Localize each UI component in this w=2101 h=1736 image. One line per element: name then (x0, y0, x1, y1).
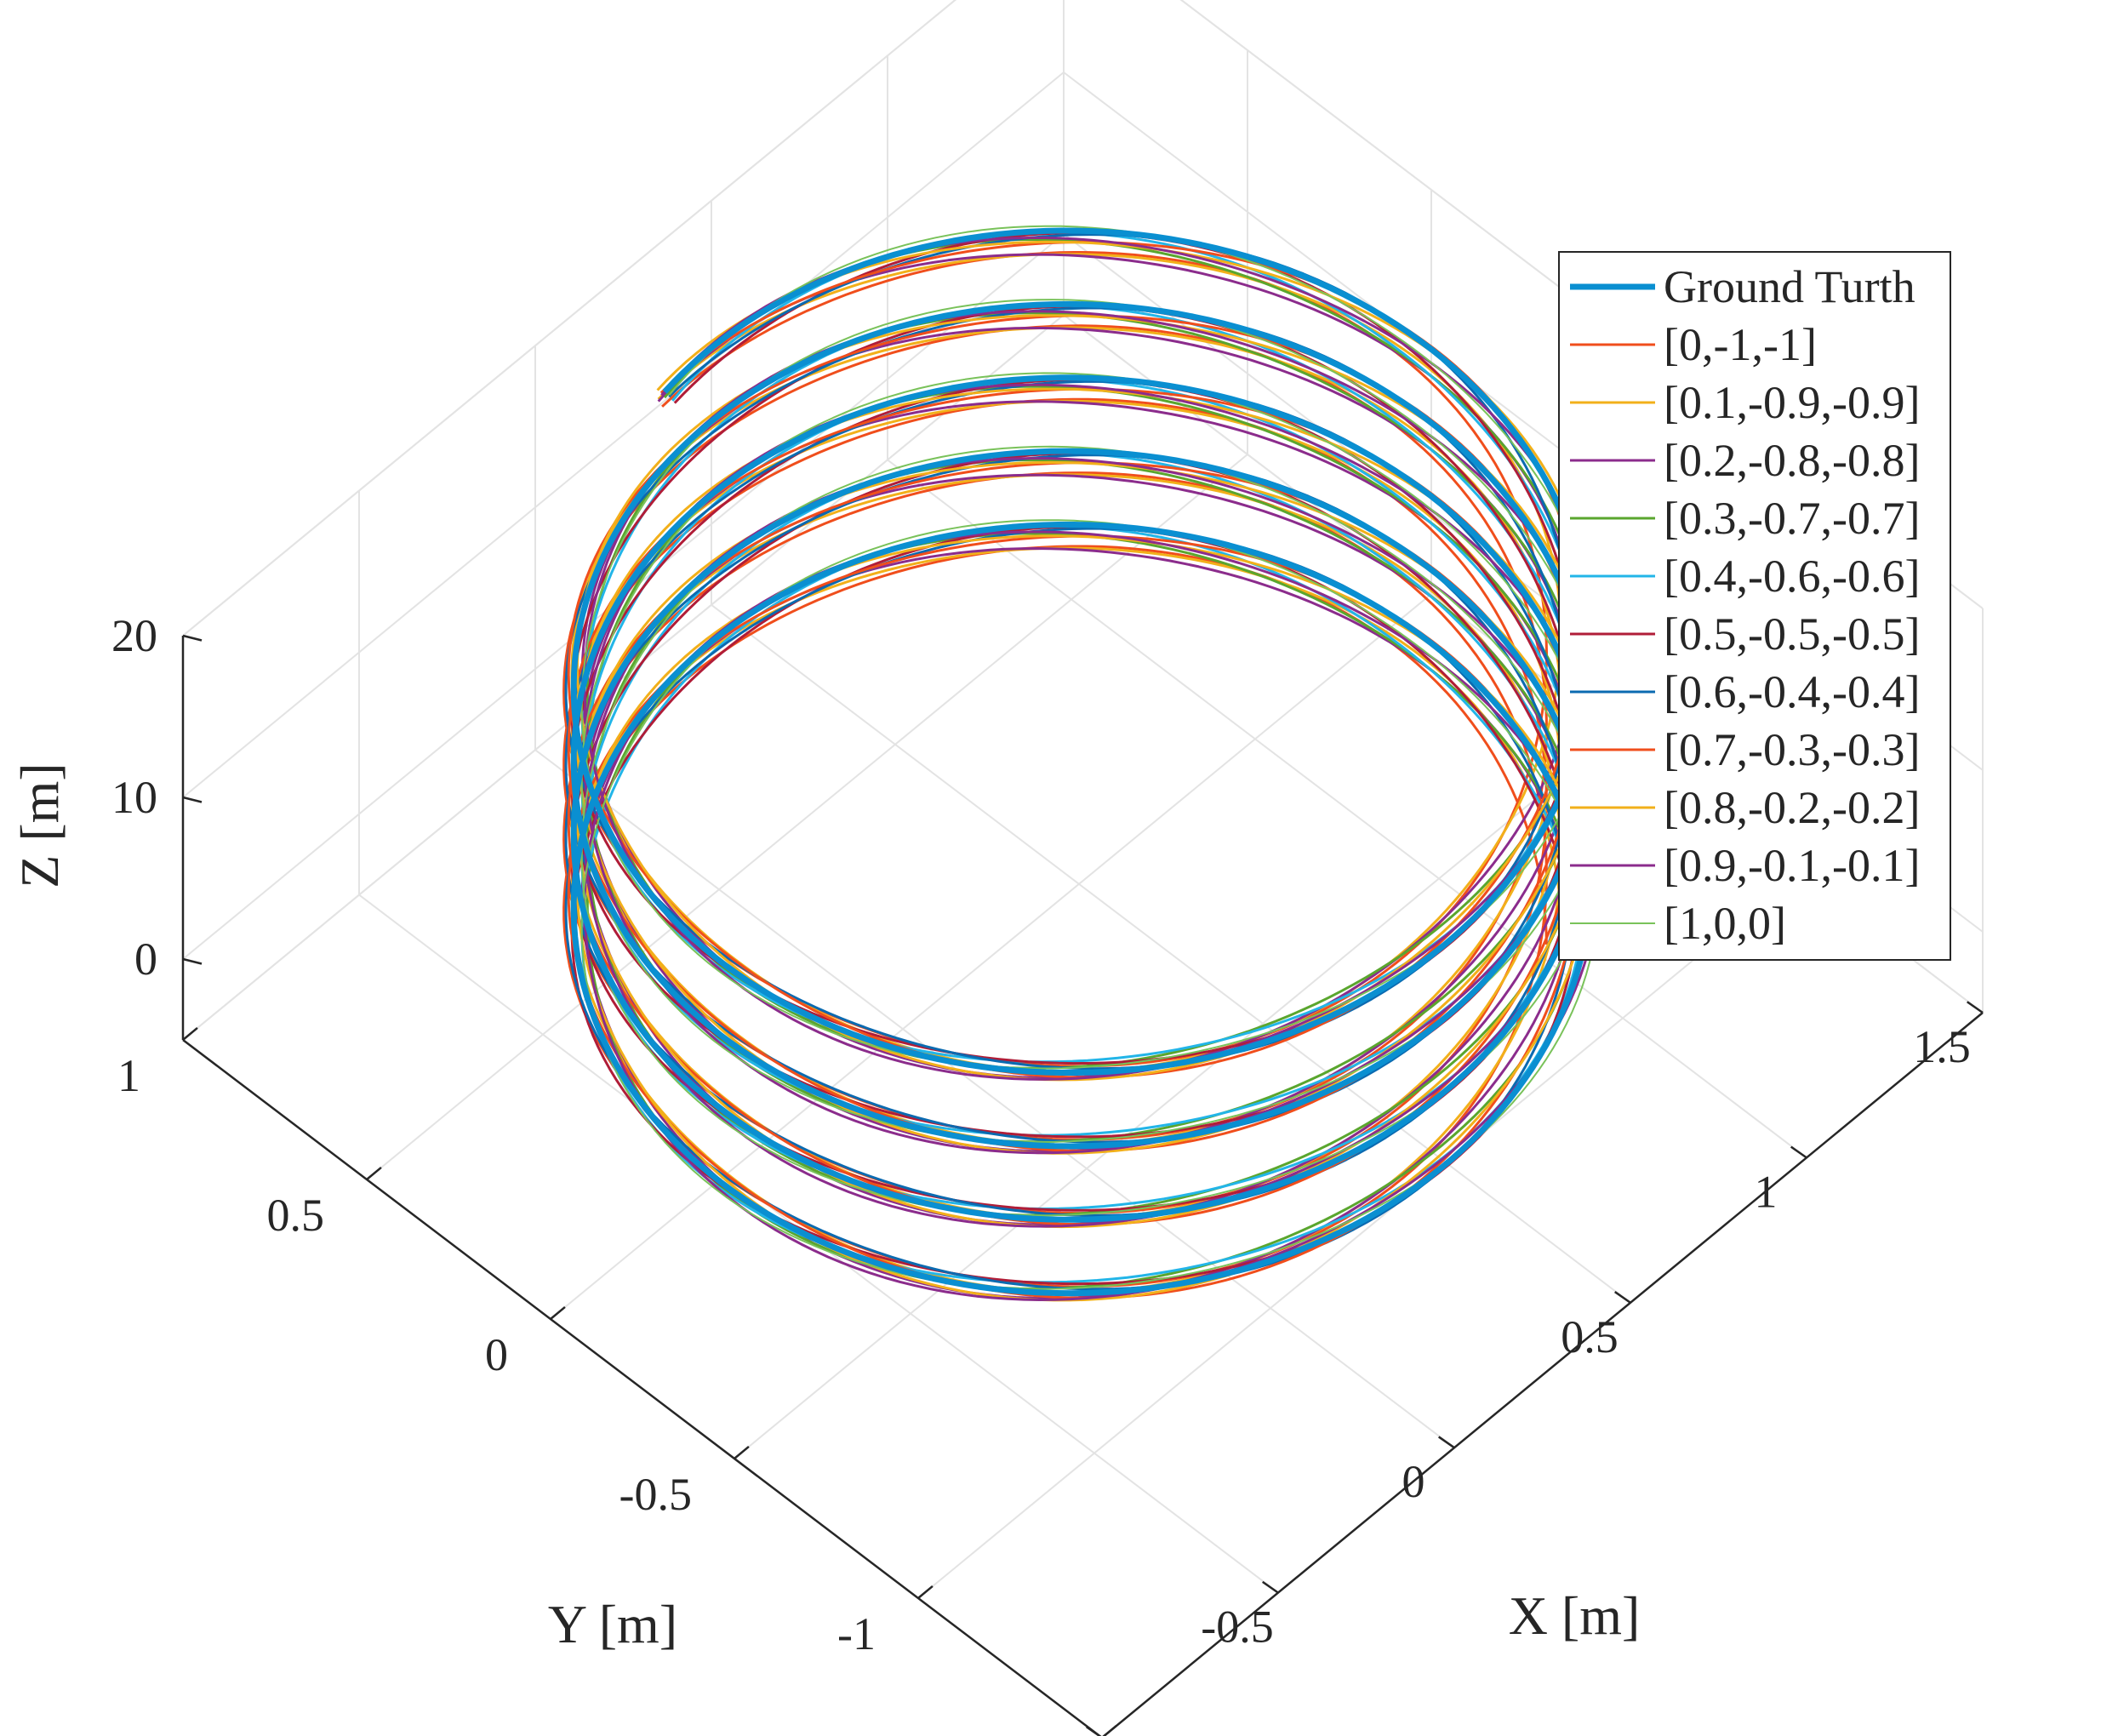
y-tick-label-3: 0 (485, 1329, 508, 1380)
y-tick-mark-5 (182, 1026, 198, 1041)
z-tick-label-1: 10 (111, 772, 157, 823)
floor-grid-y-2 (734, 733, 1616, 1459)
x-tick-mark-2 (1438, 1436, 1455, 1449)
series-line-8 (567, 241, 1582, 1299)
floor-grid-y-4 (366, 454, 1248, 1180)
y-tick-mark-0 (1102, 1724, 1117, 1736)
y-tick-label-4: 0.5 (267, 1190, 325, 1241)
legend-label-4: [0.3,-0.7,-0.7] (1664, 493, 1920, 544)
x-tick-label-1: -0.5 (1201, 1602, 1273, 1653)
floor-grid-y-1 (917, 872, 1800, 1599)
floor-grid-x-3 (711, 604, 1631, 1304)
legend-label-9: [0.8,-0.2,-0.2] (1664, 782, 1920, 833)
wall-grid-zy-3 (182, 314, 1065, 1041)
z-tick-mark-1 (182, 796, 203, 803)
x-axis-label: X [m] (1509, 1585, 1641, 1646)
y-tick-label-2: -0.5 (619, 1469, 692, 1520)
x-tick-label-4: 1 (1755, 1166, 1778, 1217)
x-tick-mark-1 (1262, 1580, 1279, 1594)
x-tick-mark-3 (1614, 1291, 1631, 1304)
series-line-7 (564, 233, 1576, 1291)
y-tick-mark-2 (734, 1445, 750, 1459)
legend-label-7: [0.6,-0.4,-0.4] (1664, 666, 1920, 717)
legend-label-1: [0,-1,-1] (1664, 319, 1817, 370)
y-axis-label: Y [m] (548, 1594, 677, 1654)
wall-grid-zy-1 (182, 71, 1065, 798)
legend-label-10: [0.9,-0.1,-0.1] (1664, 840, 1920, 891)
series-line-10 (583, 237, 1601, 1301)
legend-label-3: [0.2,-0.8,-0.8] (1664, 435, 1920, 486)
y-tick-mark-4 (366, 1166, 382, 1180)
series-line-0 (570, 227, 1596, 1297)
series-lines (562, 225, 1601, 1302)
x-tick-mark-4 (1790, 1145, 1807, 1159)
z-tick-mark-2 (182, 634, 203, 642)
y-tick-label-1: -1 (837, 1608, 876, 1659)
y-tick-mark-3 (550, 1305, 566, 1320)
z-axis-label: Z [m] (9, 762, 70, 888)
z-tick-label-2: 20 (111, 610, 157, 661)
x-axis-line (1102, 1012, 1984, 1736)
x-tick-mark-5 (1967, 1001, 1984, 1014)
z-tick-mark-0 (182, 957, 203, 965)
floor-grid-x-2 (534, 749, 1455, 1448)
floor-grid-y-3 (550, 593, 1432, 1320)
legend-label-11: [1,0,0] (1664, 898, 1786, 949)
y-tick-label-5: 1 (117, 1050, 140, 1101)
wall-grid-zy-4 (182, 0, 957, 637)
axes (181, 634, 1984, 1736)
legend-box (1558, 251, 1951, 961)
legend-label-2: [0.1,-0.9,-0.9] (1664, 377, 1920, 428)
legend: Ground Turth [0,-1,-1] [0.1,-0.9,-0.9] [0.2… (1558, 251, 1951, 961)
y-tick-mark-1 (917, 1585, 933, 1599)
legend-label-5: [0.4,-0.6,-0.6] (1664, 551, 1920, 602)
x-tick-label-2: 0 (1402, 1456, 1425, 1507)
z-tick-label-0: 0 (134, 934, 157, 985)
legend-label-6: [0.5,-0.5,-0.5] (1664, 608, 1920, 660)
legend-label-0: Ground Turth (1664, 261, 1915, 312)
floor-grid-x-4 (887, 459, 1807, 1159)
legend-label-8: [0.7,-0.3,-0.3] (1664, 724, 1920, 775)
x-tick-label-3: 0.5 (1561, 1311, 1619, 1362)
x-tick-label-5: 1.5 (1913, 1021, 1971, 1072)
y-axis-line (182, 1039, 1102, 1736)
